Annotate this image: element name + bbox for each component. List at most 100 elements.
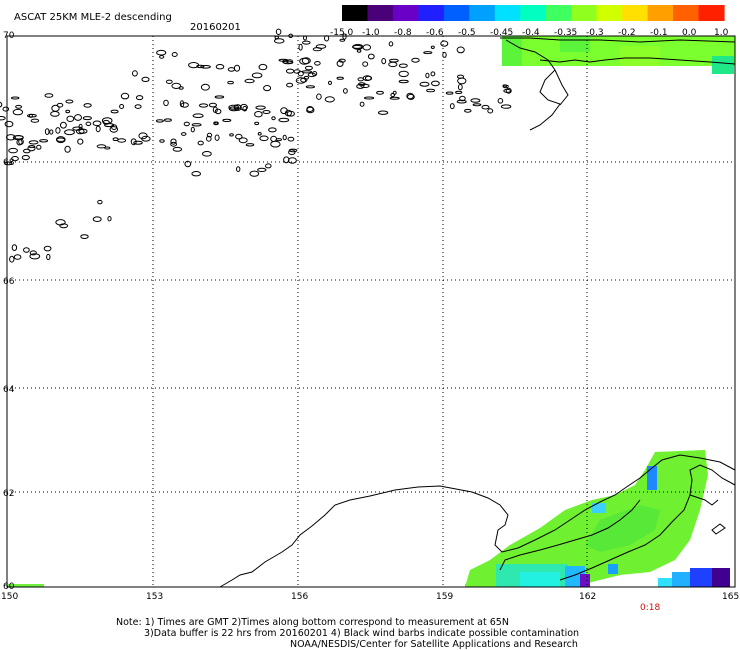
lake-outline bbox=[2, 106, 10, 112]
map-area bbox=[0, 28, 736, 588]
colorbar-swatch bbox=[545, 5, 572, 21]
lake-outline bbox=[287, 136, 295, 142]
note-line-1: Note: 1) Times are GMT 2)Times along bot… bbox=[116, 617, 509, 628]
lake-outline bbox=[109, 126, 119, 133]
lake-outline bbox=[288, 148, 298, 153]
lake-outline bbox=[159, 139, 165, 143]
lake-outline bbox=[389, 96, 400, 100]
lake-outline bbox=[192, 113, 204, 118]
map-title: ASCAT 25KM MLE-2 descending bbox=[14, 12, 172, 23]
map-date: 20160201 bbox=[190, 22, 241, 33]
lon-label: 165 bbox=[722, 592, 739, 602]
lake-outline bbox=[398, 63, 408, 68]
lake-outline bbox=[10, 96, 20, 100]
lake-outline bbox=[13, 254, 22, 260]
lake-outline bbox=[251, 72, 263, 79]
lake-outline bbox=[60, 121, 67, 129]
lake-outline bbox=[8, 147, 19, 154]
lake-outline bbox=[44, 93, 54, 98]
lake-outline bbox=[156, 49, 167, 56]
lake-outline bbox=[206, 135, 212, 142]
colorbar-swatch bbox=[418, 5, 445, 21]
lake-outline bbox=[196, 64, 205, 69]
lake-outline bbox=[301, 70, 312, 74]
lon-label: 153 bbox=[146, 592, 163, 602]
lake-outline bbox=[328, 80, 332, 86]
lake-outline bbox=[275, 28, 282, 35]
lake-outline bbox=[159, 55, 165, 59]
lake-outline bbox=[171, 82, 182, 90]
lake-outline bbox=[64, 129, 75, 136]
lake-outline bbox=[64, 145, 71, 153]
lake-outline bbox=[170, 138, 177, 145]
lake-outline bbox=[13, 135, 24, 140]
lake-outline bbox=[163, 118, 172, 122]
colorbar-swatch bbox=[622, 5, 649, 21]
lake-outline bbox=[141, 135, 151, 142]
lake-outline bbox=[236, 166, 241, 173]
lake-outline bbox=[27, 145, 36, 152]
lake-outline bbox=[244, 78, 255, 84]
lake-outline bbox=[456, 99, 467, 104]
lake-outline bbox=[254, 111, 263, 118]
lake-outline bbox=[206, 132, 213, 138]
lake-outline bbox=[425, 72, 430, 79]
lake-outline bbox=[95, 125, 101, 133]
colorbar-label: -0.35 bbox=[554, 28, 577, 38]
lake-outline bbox=[0, 101, 3, 108]
lake-outline bbox=[259, 135, 269, 142]
lake-outline bbox=[163, 99, 169, 107]
lake-outline bbox=[12, 108, 24, 116]
lake-outline bbox=[457, 77, 467, 85]
lake-outline bbox=[132, 70, 138, 77]
lake-outline bbox=[30, 118, 40, 123]
lake-outline bbox=[80, 234, 89, 240]
lake-outline bbox=[16, 139, 23, 146]
lake-outline bbox=[338, 58, 346, 63]
lake-outline bbox=[55, 219, 66, 226]
lake-outline bbox=[104, 146, 111, 150]
lake-outline bbox=[215, 64, 225, 70]
lake-outline bbox=[502, 84, 509, 89]
lake-outline bbox=[255, 105, 266, 110]
lake-outline bbox=[202, 151, 212, 157]
time-label: 0:18 bbox=[640, 603, 660, 613]
lake-outline bbox=[364, 75, 373, 81]
lake-outline bbox=[229, 133, 234, 137]
lake-outline bbox=[233, 104, 242, 111]
lake-outline bbox=[288, 149, 296, 156]
lake-outline bbox=[249, 170, 260, 177]
lake-outline bbox=[119, 104, 125, 109]
lake-outline bbox=[286, 59, 294, 64]
lake-outline bbox=[388, 41, 394, 47]
lake-outline bbox=[191, 171, 201, 177]
colorbar-swatch bbox=[494, 5, 521, 21]
lake-outline bbox=[257, 132, 262, 136]
lake-outline bbox=[214, 134, 220, 141]
lake-outline bbox=[97, 199, 103, 205]
lake-outline bbox=[180, 102, 189, 108]
lake-outline bbox=[336, 60, 344, 67]
lake-outline bbox=[4, 120, 14, 128]
lake-outline bbox=[39, 139, 49, 143]
colorbar-swatch bbox=[367, 5, 394, 21]
latitude-labels: 70 68 66 64 62 60 bbox=[3, 31, 15, 592]
lake-outline bbox=[342, 33, 347, 40]
lake-outline bbox=[257, 167, 267, 172]
lake-outline bbox=[459, 95, 466, 102]
lake-outline bbox=[324, 96, 335, 103]
lake-outline bbox=[44, 128, 50, 136]
colorbar-label: 0.0 bbox=[682, 28, 697, 38]
lake-outline bbox=[389, 58, 399, 63]
lake-outline bbox=[190, 126, 195, 133]
lake-outline bbox=[0, 116, 6, 121]
lake-outline bbox=[271, 116, 276, 121]
lake-outline bbox=[268, 127, 277, 133]
colorbar-label: -15.0 bbox=[330, 28, 354, 38]
colorbar-label: -0.3 bbox=[586, 28, 604, 38]
lake-outline bbox=[430, 45, 435, 49]
lake-outline bbox=[298, 43, 303, 51]
lake-outline bbox=[66, 115, 75, 123]
lake-outline bbox=[282, 59, 289, 64]
